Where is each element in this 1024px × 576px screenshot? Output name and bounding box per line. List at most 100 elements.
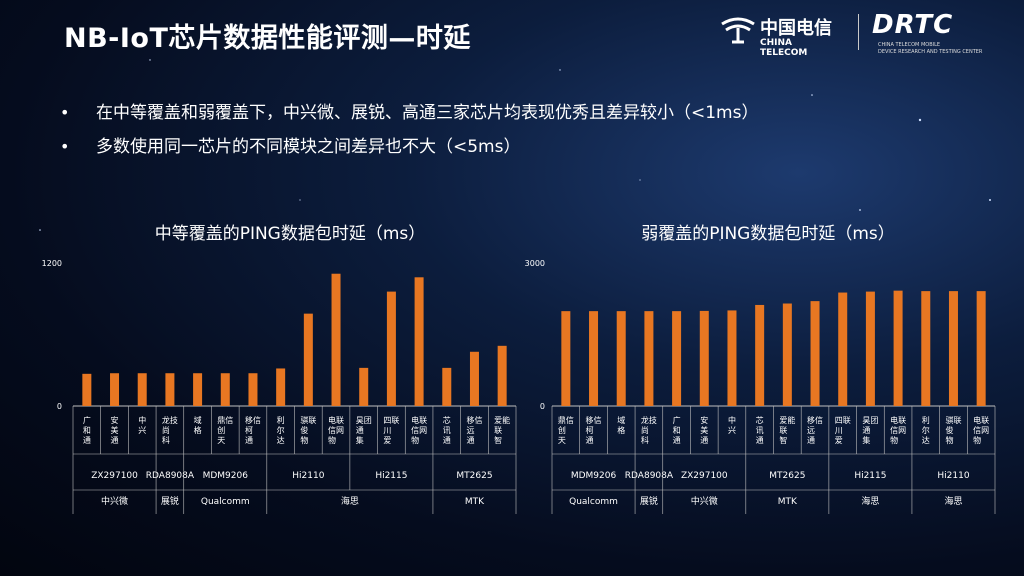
bar: [755, 304, 765, 406]
chip-group-label: Hi2115: [375, 471, 407, 481]
vendor-group-label: MTK: [778, 497, 798, 507]
chip-group-label: Hi2110: [292, 471, 324, 481]
bar: [561, 311, 571, 406]
bullet-item: • 多数使用同一芯片的不同模块之间差异也不大（<5ms）: [60, 130, 758, 164]
category-label: 鼎创天信: [217, 415, 233, 445]
category-label: 芯讯通: [443, 415, 451, 445]
bullet-list: • 在中等覆盖和弱覆盖下，中兴微、展锐、高通三家芯片均表现优秀且差异较小（<1m…: [60, 96, 758, 164]
bar: [331, 273, 341, 406]
bar: [782, 303, 792, 406]
category-label: 移远通信: [807, 415, 823, 445]
bar: [276, 368, 286, 406]
category-label: 昊通集团: [862, 416, 878, 445]
bar: [82, 373, 92, 406]
category-label: 广和通: [673, 415, 681, 445]
chip-group-label: MDM9206: [571, 471, 617, 481]
drtc-mark: DRTC: [872, 10, 954, 40]
bar: [193, 373, 203, 406]
chip-group-label: ZX297100: [681, 471, 728, 481]
bar: [810, 301, 820, 406]
bar: [589, 311, 599, 406]
chip-group-label: MT2625: [769, 471, 805, 481]
logo-divider: [858, 14, 859, 50]
china-telecom-cn: 中国电信: [760, 18, 832, 39]
bar: [248, 373, 258, 406]
category-label: 中兴: [138, 415, 146, 435]
vendor-group-label: 中兴微: [691, 495, 718, 507]
china-telecom-en: CHINA TELECOM: [760, 38, 808, 58]
bar: [497, 345, 507, 406]
category-label: 域格: [194, 415, 202, 435]
drtc-logo: DRTC CHINA TELECOM MOBILE DEVICE RESEARC…: [872, 10, 1002, 56]
bar: [976, 291, 986, 406]
category-label: 电信物联网: [328, 415, 344, 445]
category-label: 四川爱联: [835, 416, 851, 445]
chip-group-label: Hi2115: [854, 471, 886, 481]
chip-group-label: RDA8908A: [625, 471, 674, 481]
chip-group-label: MT2625: [456, 471, 492, 481]
chip-group-label: RDA8908A: [146, 471, 195, 481]
chart-title-medium: 中等覆盖的PING数据包时延（ms）: [154, 224, 426, 244]
bar: [838, 292, 848, 406]
category-label: 四川爱联: [383, 416, 399, 445]
bar: [220, 373, 230, 406]
bar: [865, 291, 875, 406]
bar: [921, 291, 931, 406]
chip-group-label: ZX297100: [91, 471, 138, 481]
category-label: 爱联智能: [779, 415, 795, 445]
bar: [672, 311, 682, 406]
page-title: NB-IoT芯片数据性能评测—时延: [64, 23, 471, 54]
category-label: 利尔达: [277, 415, 285, 445]
bar: [644, 311, 654, 406]
category-label: 鼎创天信: [558, 415, 574, 445]
bar: [386, 291, 396, 406]
category-label: 广和通: [83, 415, 91, 445]
bullet-text: 在中等覆盖和弱覆盖下，中兴微、展锐、高通三家芯片均表现优秀且差异较小（<1ms）: [96, 103, 759, 123]
category-label: 移远通信: [466, 415, 482, 445]
vendor-group-label: Qualcomm: [201, 497, 250, 507]
y-tick-label: 0: [540, 402, 545, 411]
china-telecom-logo: 中国电信 CHINA TELECOM: [718, 10, 836, 58]
bar: [303, 313, 313, 406]
bar: [616, 311, 626, 406]
vendor-group-label: 海思: [861, 495, 879, 507]
category-label: 昊通集团: [356, 416, 372, 445]
vendor-group-label: 中兴微: [101, 495, 128, 507]
bar: [165, 373, 175, 406]
category-label: 骐俊物联: [945, 415, 961, 445]
bar: [948, 291, 958, 406]
category-label: 龙尚科技: [162, 415, 178, 445]
bullet-icon: •: [60, 137, 70, 156]
bar: [893, 290, 903, 406]
chart-title-weak: 弱覆盖的PING数据包时延（ms）: [641, 224, 895, 244]
bar: [359, 367, 369, 406]
category-label: 爱联智能: [494, 415, 510, 445]
drtc-subtitle-1: CHINA TELECOM MOBILE: [878, 42, 941, 48]
category-label: 电信物联网: [890, 415, 906, 445]
category-label: 移柯通信: [245, 415, 261, 445]
vendor-group-label: Qualcomm: [569, 497, 618, 507]
bar: [137, 373, 147, 406]
category-label: 域格: [617, 415, 625, 435]
bar: [469, 351, 479, 406]
category-label: 安美通: [700, 415, 708, 445]
vendor-group-label: 展锐: [640, 495, 658, 507]
drtc-subtitle-2: DEVICE RESEARCH AND TESTING CENTER: [878, 49, 983, 55]
bar: [699, 310, 709, 406]
vendor-group-label: 展锐: [161, 495, 179, 507]
category-label: 安美通: [111, 415, 119, 445]
y-tick-label: 1200: [42, 259, 62, 268]
bullet-text: 多数使用同一芯片的不同模块之间差异也不大（<5ms）: [96, 137, 521, 157]
category-label: 龙尚科技: [641, 415, 657, 445]
category-label: 电信物联网: [411, 415, 427, 445]
category-label: 移柯通信: [586, 415, 602, 445]
chip-group-label: MDM9206: [203, 471, 249, 481]
category-label: 芯讯通: [756, 415, 764, 445]
bar: [727, 310, 737, 406]
y-tick-label: 0: [57, 402, 62, 411]
bar: [110, 373, 120, 406]
category-label: 骐俊物联: [300, 415, 316, 445]
vendor-group-label: MTK: [465, 497, 485, 507]
category-label: 中兴: [728, 415, 736, 435]
bullet-icon: •: [60, 103, 70, 122]
